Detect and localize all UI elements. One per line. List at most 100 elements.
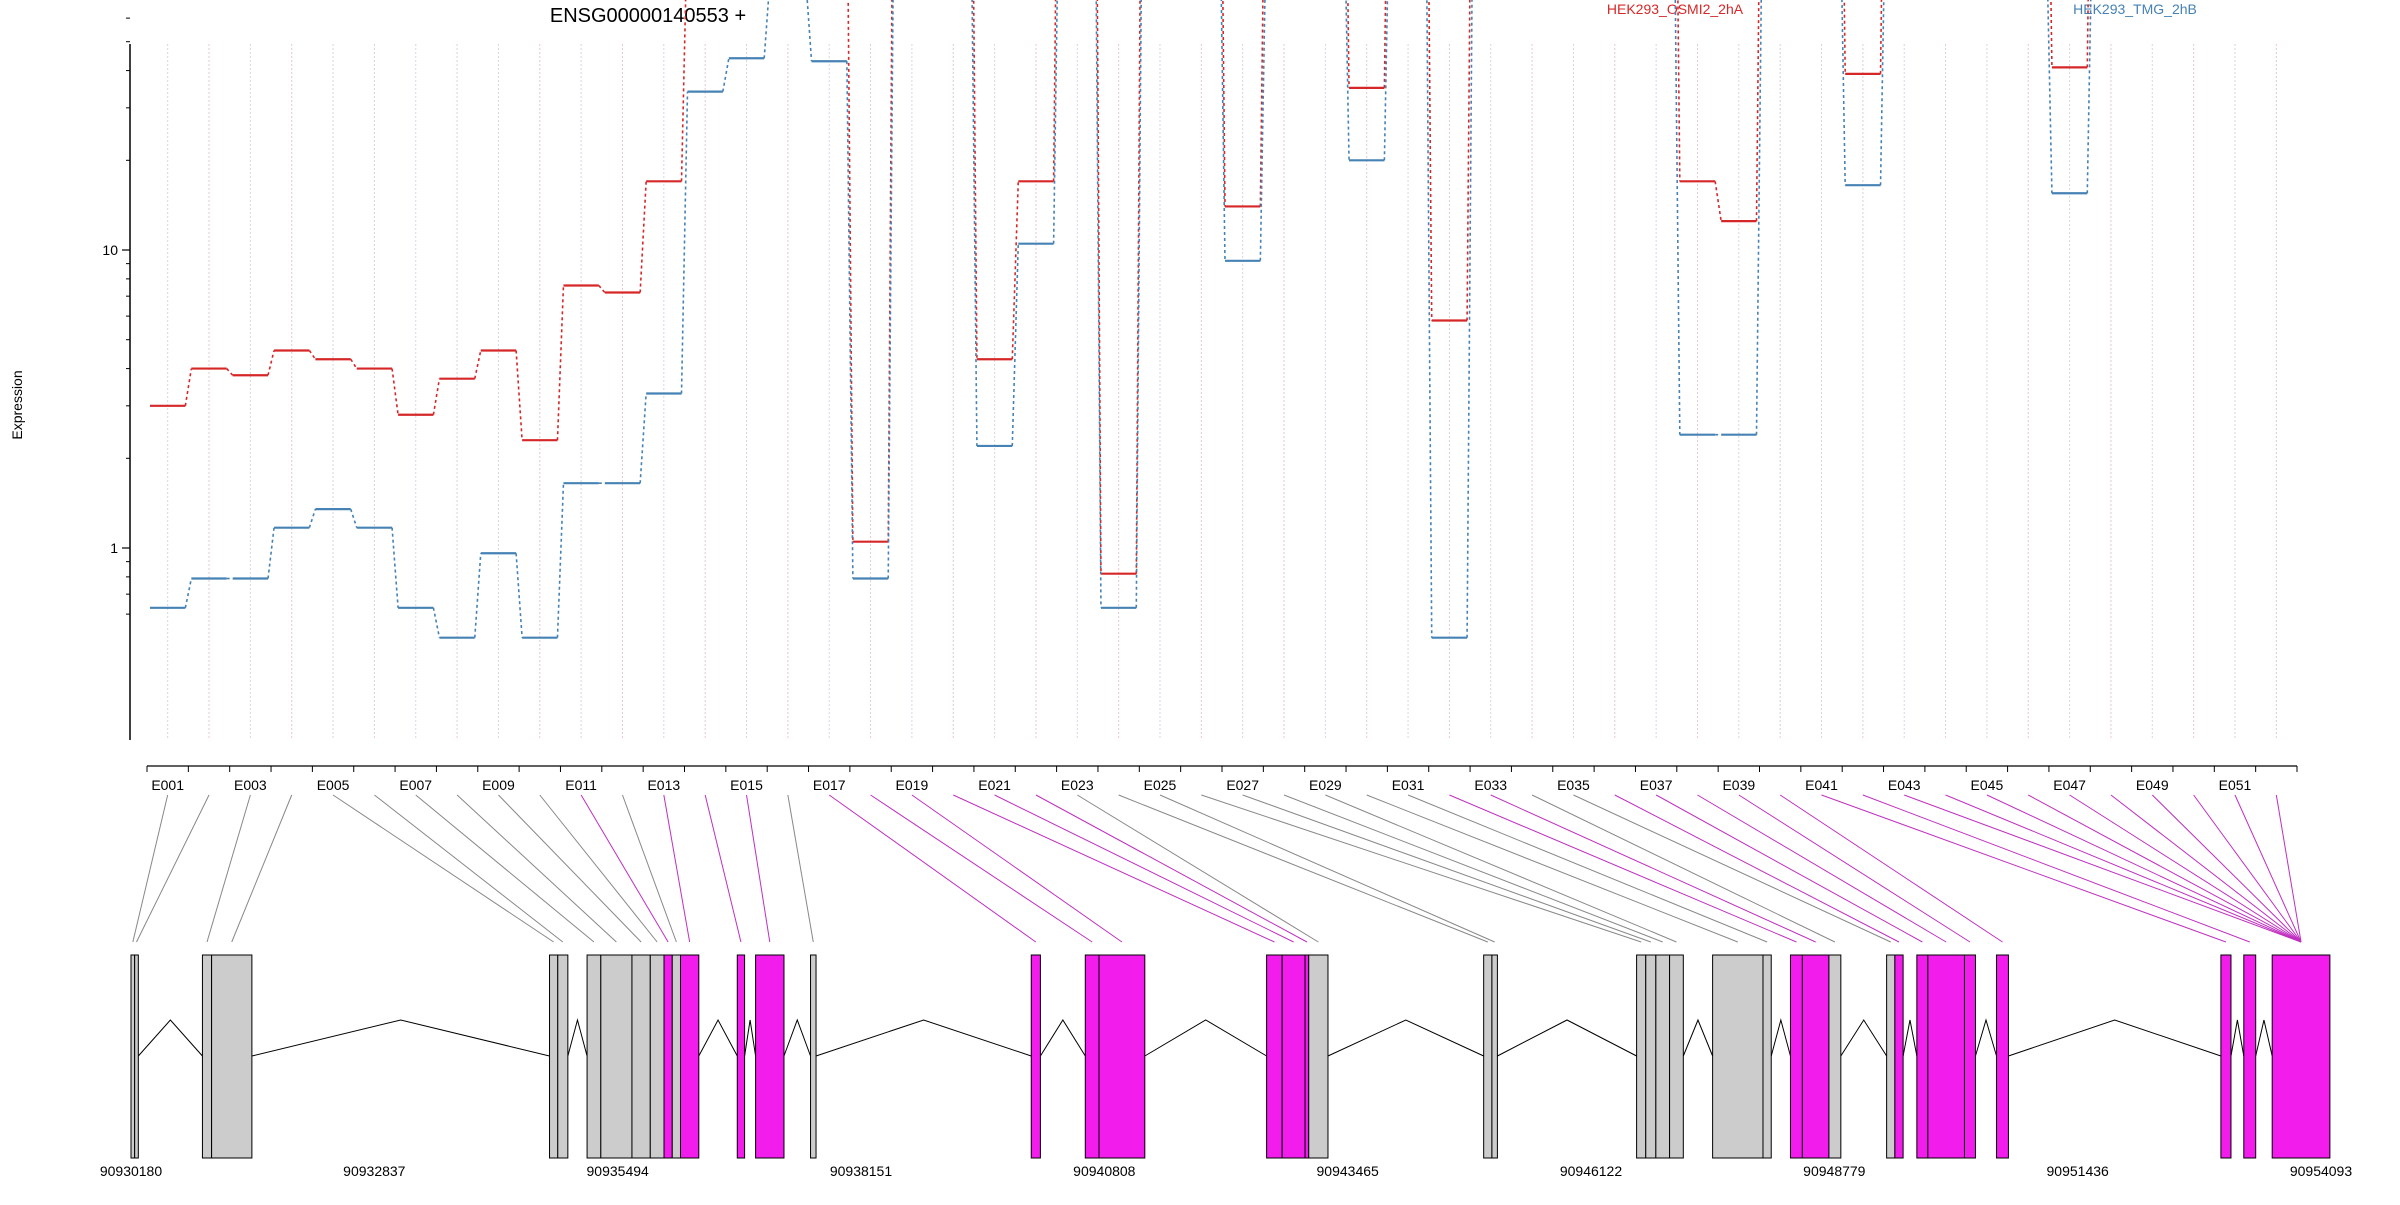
exon-connector (1449, 794, 1797, 943)
exon-box (671, 954, 681, 1159)
genomic-tick-label: 90948779 (1803, 1163, 1866, 1179)
series-transition (2050, 0, 2053, 68)
exon-connector (132, 794, 169, 943)
exon-connector (2069, 794, 2302, 943)
series-transition (308, 350, 317, 360)
series-transition (2086, 0, 2092, 194)
exon-box (1281, 954, 1306, 1159)
exon-box (1308, 954, 1329, 1159)
genomic-tick-label: 90932837 (343, 1163, 406, 1179)
intron-line (251, 1019, 550, 1057)
series-transition (1677, 0, 1681, 182)
intron-line (567, 1018, 588, 1057)
series-transition (391, 368, 399, 415)
exon-connector (1077, 794, 1319, 943)
series-transition (722, 58, 730, 92)
intron-line (2008, 1019, 2222, 1057)
series-transition (515, 553, 523, 638)
series-transition (1135, 0, 1141, 574)
series-transition (184, 368, 193, 406)
y-tick-label: 1 (110, 540, 118, 556)
exon-box (201, 954, 213, 1159)
exon-box (557, 954, 569, 1159)
exon-connector (2193, 794, 2302, 943)
exon-connector (332, 794, 554, 943)
exon-box (1916, 954, 1929, 1159)
exon-connector (1118, 794, 1488, 943)
y-axis: 1101001000 (102, 17, 131, 740)
intron-line (815, 1019, 1032, 1057)
series-transition (1011, 243, 1020, 446)
series-transition (473, 553, 482, 638)
exon-connector (206, 794, 251, 943)
series-transition (1466, 0, 1471, 321)
exon-connector (870, 794, 1093, 943)
exon-box (1828, 954, 1842, 1159)
exon-box (130, 954, 136, 1159)
exon-label: E007 (399, 777, 432, 793)
intron-line (1840, 1019, 1888, 1057)
series-transition (1259, 0, 1264, 207)
exon-axis: E001 E003 E005 E007 E009 E011 E013 E015 E017 E019… (146, 765, 2298, 793)
genomic-axis: 90930180 90932837 90935494 90938151 90940808… (100, 1163, 2353, 1179)
exon-label: E051 (2219, 777, 2252, 793)
intron-line (2255, 1019, 2273, 1057)
exon-box (600, 954, 633, 1159)
exon-box (1762, 954, 1772, 1159)
exon-box (649, 954, 665, 1159)
series-transition (887, 0, 894, 579)
exon-box (1483, 954, 1493, 1159)
exon-box (1030, 954, 1041, 1159)
exon-label: E031 (1392, 777, 1425, 793)
legend-label-series-2: HEK293_TMG_2hB (2073, 1, 2197, 17)
genomic-tick-label: 90940808 (1073, 1163, 1136, 1179)
exon-label: E037 (1640, 777, 1673, 793)
exon-connector (1490, 794, 1816, 943)
exon-label: E039 (1722, 777, 1755, 793)
intron-line (1770, 1018, 1791, 1057)
exon-label: E013 (647, 777, 680, 793)
series-transition (1879, 0, 1885, 186)
series-transition (639, 181, 647, 293)
series-transition (391, 527, 399, 608)
intron-line (1974, 1018, 1998, 1057)
exon-connector (374, 794, 564, 943)
exon-box (1491, 954, 1498, 1159)
exon-box (631, 954, 651, 1159)
exon-box (1963, 954, 1976, 1159)
series-transition (350, 358, 358, 370)
exon-label: E033 (1474, 777, 1507, 793)
series-transition (1674, 0, 1681, 435)
exon-box (679, 954, 700, 1159)
exon-connector (1655, 794, 1923, 943)
exon-connector (539, 794, 658, 943)
intron-line (1497, 1019, 1637, 1057)
series-transition (308, 508, 317, 528)
exon-box (1098, 954, 1146, 1159)
y-axis-label: Expression (9, 370, 25, 439)
genomic-tick-label: 90951436 (2047, 1163, 2110, 1179)
series-transition (1259, 0, 1266, 261)
exon-box (810, 954, 817, 1159)
exon-connector (2151, 794, 2302, 943)
exon-connector (580, 794, 669, 943)
exon-connector (828, 794, 1037, 943)
exon-connector (1821, 794, 2227, 943)
exon-connector (953, 794, 1275, 943)
genomic-tick-label: 90938151 (830, 1163, 893, 1179)
series-transition (1347, 0, 1350, 88)
exon-connector (1035, 794, 1308, 943)
exon-connector (994, 794, 1294, 943)
intron-line (698, 1018, 738, 1057)
exon-connector (1738, 794, 1971, 943)
exon-label: E001 (151, 777, 184, 793)
series-transition (349, 508, 358, 528)
exon-label: E027 (1226, 777, 1259, 793)
exon-box (1712, 954, 1764, 1159)
series-transition (1220, 0, 1226, 261)
exon-box (1084, 954, 1100, 1159)
exon-connector (136, 794, 210, 943)
intron-line (744, 1019, 757, 1057)
